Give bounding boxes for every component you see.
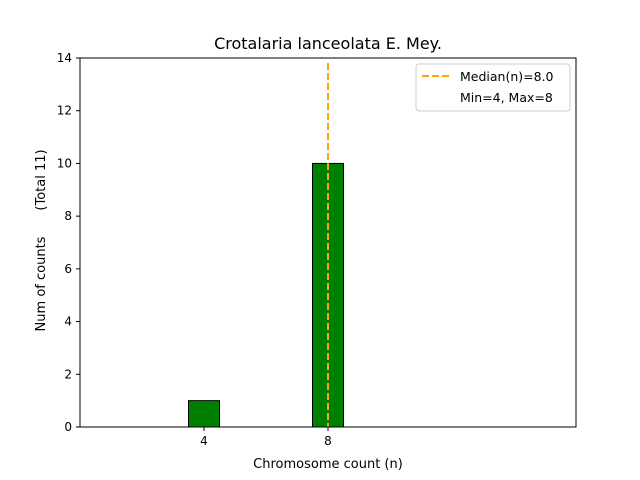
y-tick-label: 4 <box>64 315 72 329</box>
bar-n-4 <box>188 400 220 428</box>
legend-box <box>415 63 571 112</box>
x-tick-label: 4 <box>200 434 208 448</box>
x-axis-label: Chromosome count (n) <box>253 457 403 472</box>
y-tick-label: 2 <box>64 367 72 381</box>
y-tick-label: 10 <box>57 156 72 170</box>
y-tick-label: 12 <box>57 104 72 118</box>
legend-median-label: Median(n)=8.0 <box>460 69 554 84</box>
plot-area <box>80 63 437 428</box>
y-tick-label: 6 <box>64 262 72 276</box>
axes: 4 8 0 2 4 6 8 10 12 14 <box>57 51 332 448</box>
y-tick-label: 14 <box>57 51 72 65</box>
y-axis-total-label: (Total 11) <box>34 149 49 210</box>
legend: Median(n)=8.0 Min=4, Max=8 <box>415 63 571 112</box>
chart-title: Crotalaria lanceolata E. Mey. <box>214 34 442 53</box>
y-tick-label: 0 <box>64 420 72 434</box>
legend-range-label: Min=4, Max=8 <box>460 90 553 105</box>
y-tick-label: 8 <box>64 209 72 223</box>
x-tick-label: 8 <box>324 434 332 448</box>
y-axis-label: Num of counts <box>34 236 49 331</box>
